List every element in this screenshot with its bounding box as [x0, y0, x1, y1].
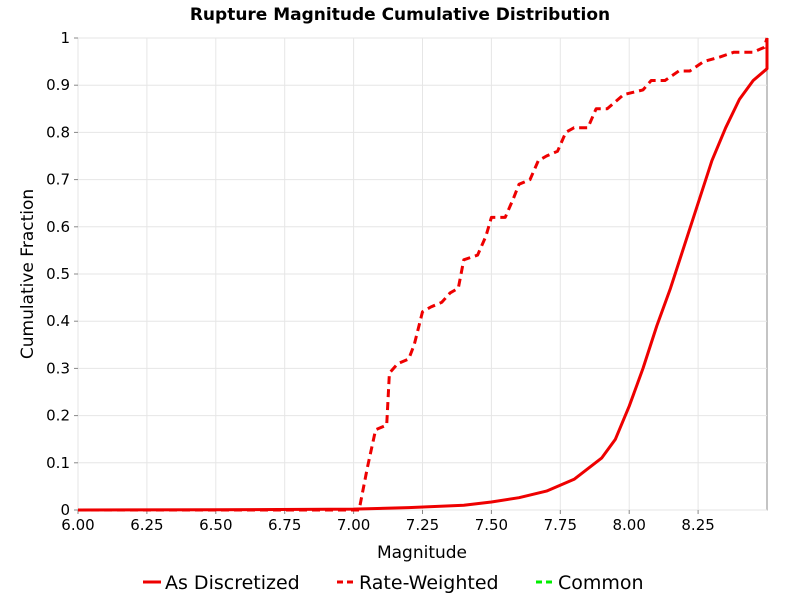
- y-axis: 0 0.1 0.2 0.3 0.4 0.5 0.6 0.7 0.8 0.9 1: [46, 29, 78, 519]
- legend-label: As Discretized: [165, 572, 300, 594]
- y-tick-label: 1: [60, 29, 70, 47]
- series-layer: [77, 37, 769, 512]
- series-line-rate-weighted: [78, 37, 769, 512]
- y-tick-label: 0: [60, 501, 70, 519]
- x-tick-label: 8.25: [681, 516, 714, 534]
- x-tick-label: 8.00: [612, 516, 645, 534]
- x-axis: 6.00 6.25 6.50 6.75 7.00 7.25 7.50 7.75 8.00 8.25: [61, 510, 715, 534]
- legend-label: Rate-Weighted: [359, 572, 499, 594]
- y-tick-label: 0.3: [46, 359, 70, 377]
- y-tick-label: 0.6: [46, 218, 70, 236]
- chart-title: Rupture Magnitude Cumulative Distributio…: [190, 5, 610, 25]
- series-line-as-discretized: [77, 38, 769, 512]
- x-tick-label: 6.75: [268, 516, 301, 534]
- y-tick-label: 0.1: [46, 454, 70, 472]
- x-tick-label: 7.50: [475, 516, 508, 534]
- y-axis-label: Cumulative Fraction: [18, 189, 38, 359]
- legend-label: Common: [558, 572, 644, 594]
- x-axis-label: Magnitude: [377, 543, 467, 563]
- x-tick-label: 7.00: [337, 516, 370, 534]
- y-tick-label: 0.4: [46, 312, 70, 330]
- x-tick-label: 6.00: [61, 516, 94, 534]
- y-tick-label: 0.5: [46, 265, 70, 283]
- x-tick-label: 7.25: [406, 516, 439, 534]
- y-tick-label: 0.9: [46, 76, 70, 94]
- y-tick-label: 0.8: [46, 123, 70, 141]
- x-tick-label: 7.75: [544, 516, 577, 534]
- x-tick-label: 6.50: [199, 516, 232, 534]
- y-tick-label: 0.7: [46, 171, 70, 189]
- y-tick-label: 0.2: [46, 407, 70, 425]
- x-tick-label: 6.25: [130, 516, 163, 534]
- grid: [77, 37, 767, 511]
- legend: As Discretized Rate-Weighted Common: [143, 572, 644, 594]
